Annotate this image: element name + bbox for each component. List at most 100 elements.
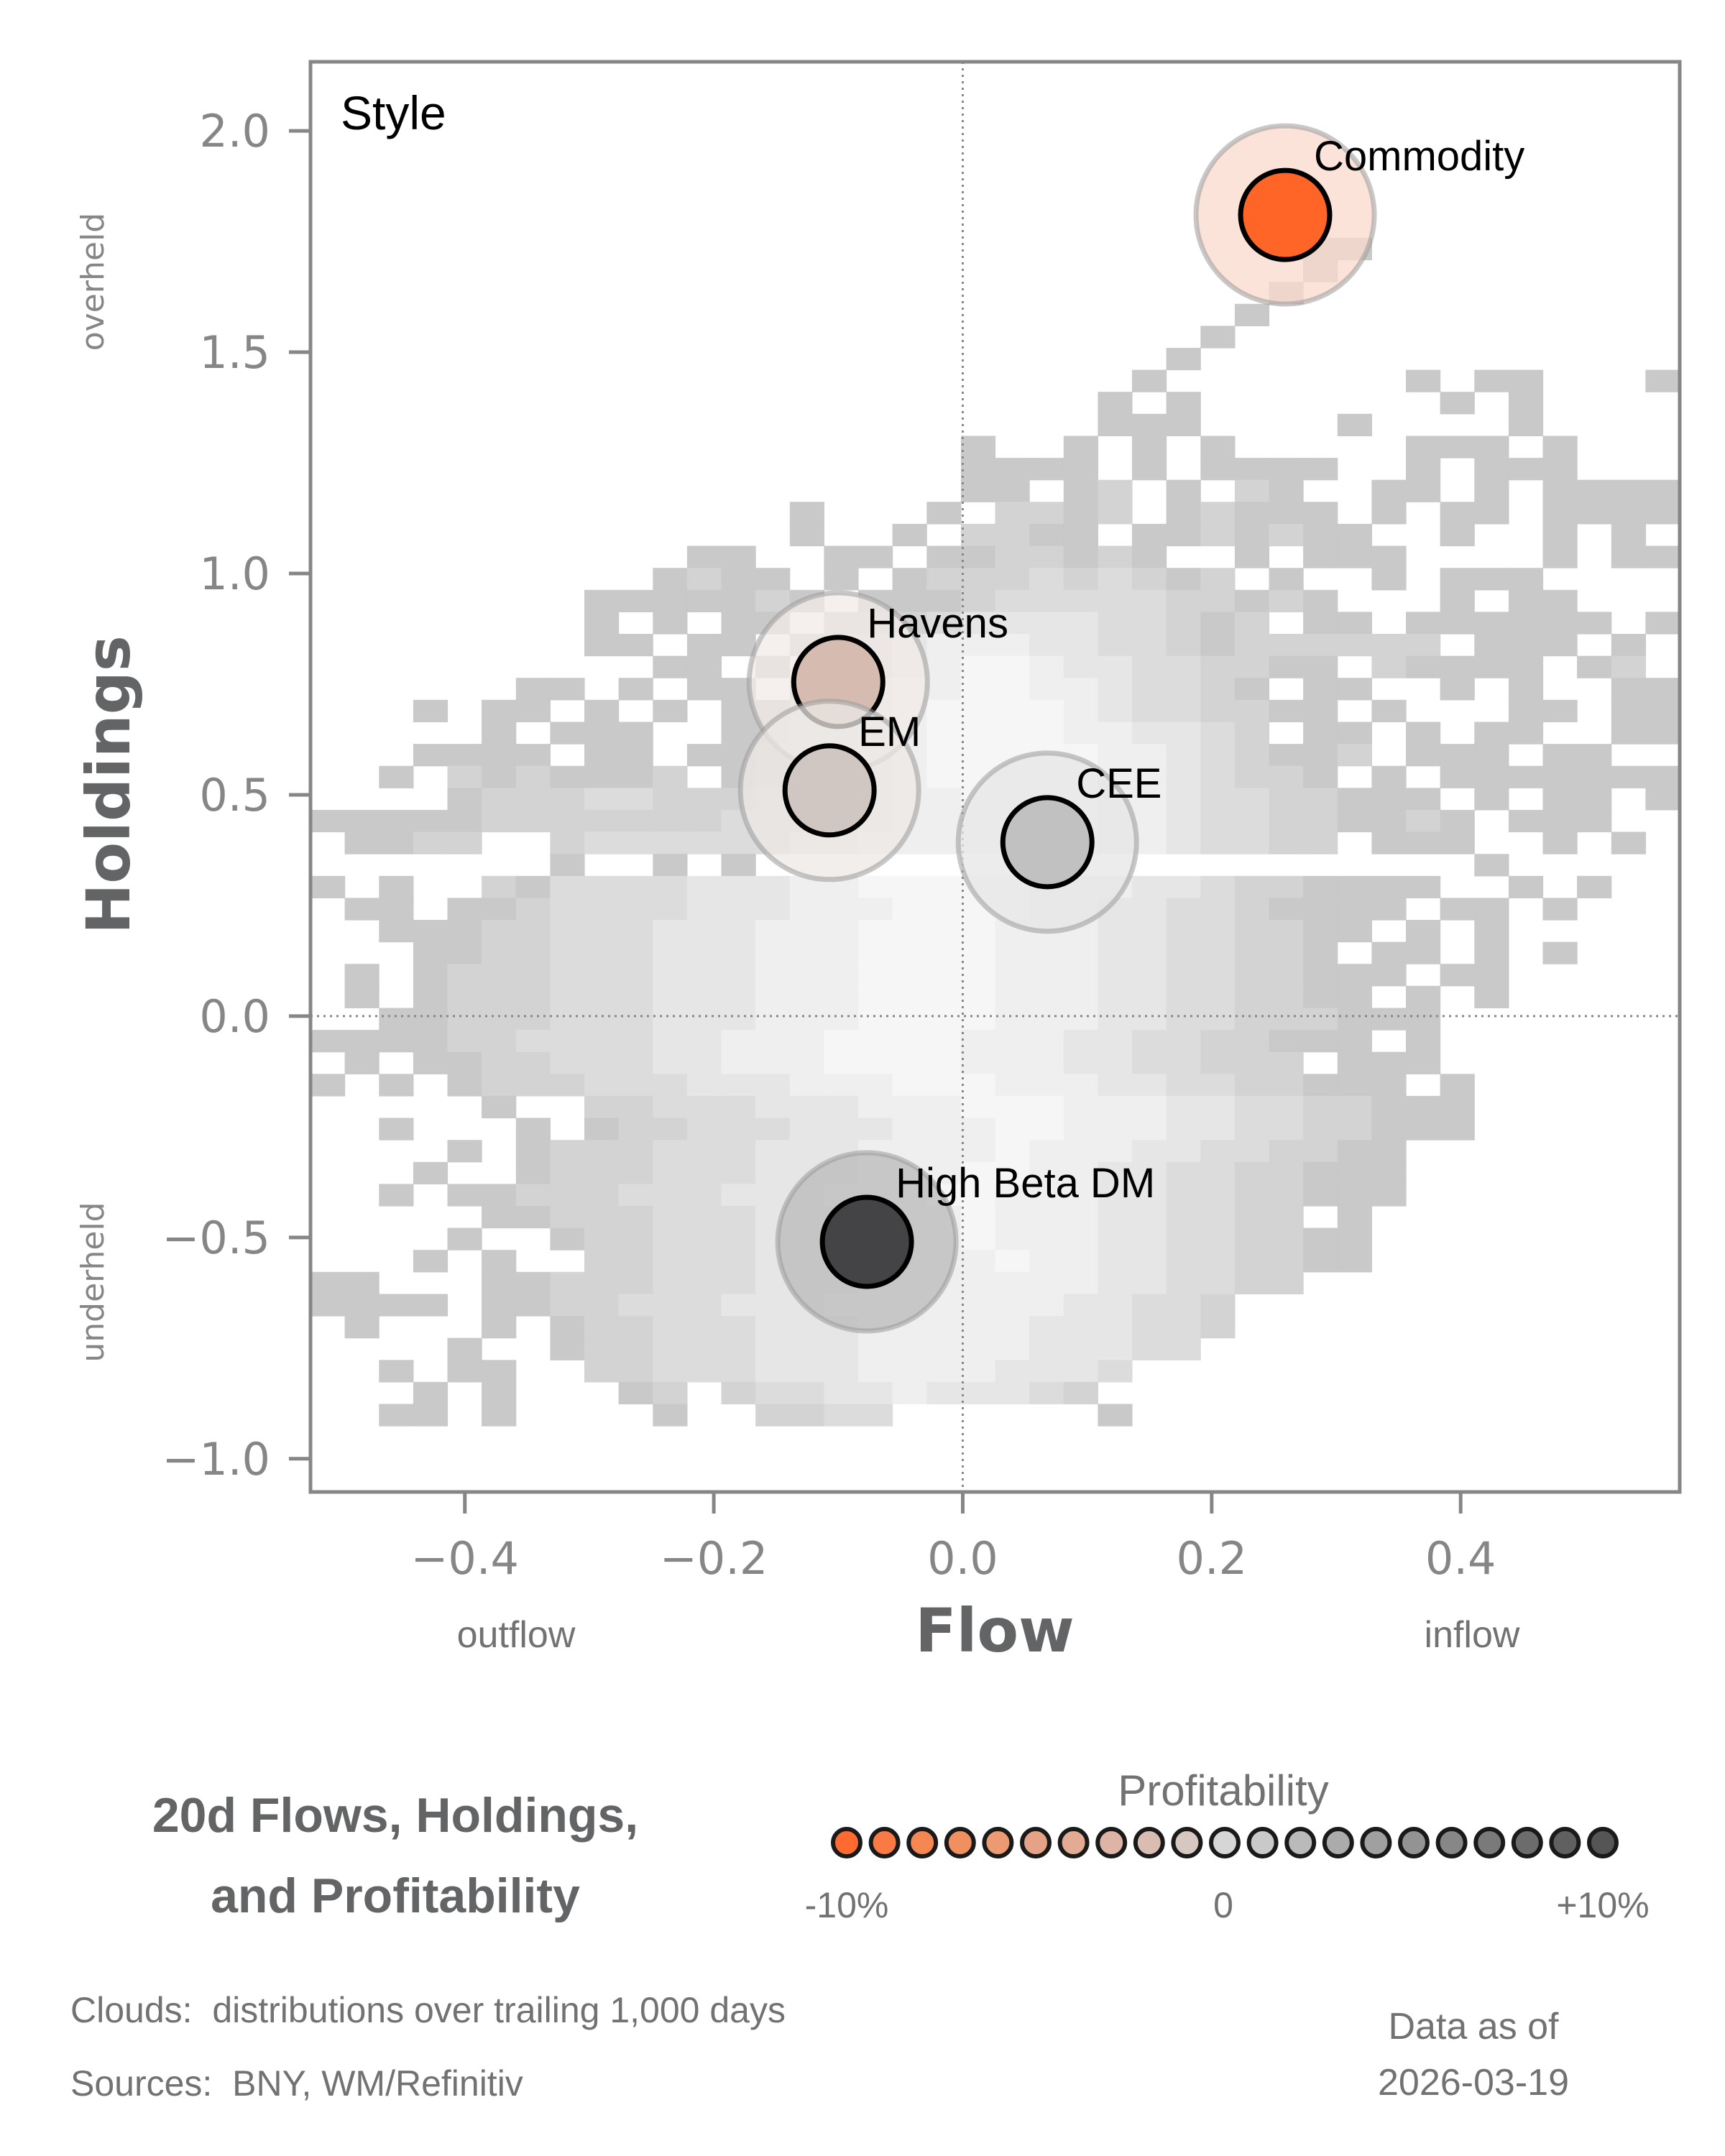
cloud-cell bbox=[379, 1184, 414, 1207]
cloud-cell bbox=[584, 765, 620, 788]
cloud-cell bbox=[1406, 744, 1441, 767]
cloud-cell bbox=[1166, 1161, 1201, 1184]
cloud-cell bbox=[995, 1381, 1030, 1405]
cloud-cell bbox=[960, 568, 996, 591]
cloud-cell bbox=[824, 1051, 859, 1074]
cloud-cell bbox=[995, 941, 1030, 964]
cloud-cell bbox=[721, 1206, 756, 1229]
cloud-cell bbox=[892, 1095, 927, 1119]
cloud-cell bbox=[1132, 920, 1167, 943]
cloud-cell bbox=[721, 1051, 756, 1074]
cloud-cell bbox=[960, 1008, 996, 1031]
cloud-cell bbox=[858, 1118, 893, 1141]
cloud-cell bbox=[995, 678, 1030, 701]
cloud-cell bbox=[1132, 1271, 1167, 1294]
cloud-cell bbox=[960, 436, 996, 459]
cloud-cell bbox=[1234, 1095, 1270, 1119]
cloud-cell bbox=[926, 634, 962, 657]
panel-label: Style bbox=[341, 86, 446, 139]
cloud-cell bbox=[1269, 1095, 1304, 1119]
cloud-cell bbox=[1200, 699, 1236, 722]
cloud-cell bbox=[413, 1051, 448, 1074]
cloud-cell bbox=[960, 678, 996, 701]
cloud-cell bbox=[926, 568, 962, 591]
cloud-cell bbox=[550, 831, 585, 854]
cloud-cell bbox=[1132, 964, 1167, 987]
cloud-cell bbox=[1132, 458, 1167, 481]
cloud-cell bbox=[1166, 413, 1201, 436]
cloud-cell bbox=[618, 765, 653, 788]
cloud-cell bbox=[653, 1074, 688, 1097]
cloud-cell bbox=[1406, 941, 1441, 964]
cloud-cell bbox=[1645, 765, 1680, 788]
cloud-cell bbox=[1406, 1118, 1441, 1141]
cloud-cell bbox=[1200, 788, 1236, 811]
cloud-cell bbox=[686, 809, 722, 833]
marker-dot bbox=[1238, 167, 1333, 262]
cloud-cell bbox=[584, 920, 620, 943]
legend-min-label: -10% bbox=[805, 1885, 889, 1925]
cloud-cell bbox=[1200, 502, 1236, 525]
y-tick-label: 0.5 bbox=[199, 769, 270, 821]
marker-label: EM bbox=[858, 709, 921, 755]
cloud-cell bbox=[1166, 523, 1201, 547]
cloud-cell bbox=[824, 1008, 859, 1031]
cloud-cell bbox=[482, 744, 517, 767]
cloud-cell bbox=[1098, 1404, 1133, 1427]
cloud-cell bbox=[1098, 1294, 1133, 1317]
cloud-cell bbox=[618, 1051, 653, 1074]
cloud-cell bbox=[1440, 612, 1475, 635]
cloud-cell bbox=[515, 1140, 551, 1163]
cloud-cell bbox=[1269, 502, 1304, 525]
cloud-cell bbox=[584, 1051, 620, 1074]
cloud-cell bbox=[1132, 1008, 1167, 1031]
cloud-cell bbox=[1063, 436, 1098, 459]
cloud-cell bbox=[1611, 523, 1646, 547]
cloud-cell bbox=[1269, 920, 1304, 943]
cloud-cell bbox=[1406, 920, 1441, 943]
cloud-cell bbox=[1542, 523, 1578, 547]
cloud-cell bbox=[1303, 502, 1338, 525]
cloud-cell bbox=[1166, 568, 1201, 591]
cloud-cell bbox=[550, 964, 585, 987]
cloud-cell bbox=[1645, 722, 1680, 745]
cloud-cell bbox=[584, 1316, 620, 1339]
cloud-cell bbox=[1166, 875, 1201, 898]
cloud-cell bbox=[1269, 589, 1304, 612]
cloud-cell bbox=[892, 1008, 927, 1031]
cloud-cell bbox=[1269, 1161, 1304, 1184]
cloud-cell bbox=[1098, 1074, 1133, 1097]
cloud-cell bbox=[1577, 502, 1612, 525]
cloud-cell bbox=[1234, 589, 1270, 612]
cloud-cell bbox=[721, 1250, 756, 1273]
cloud-cell bbox=[1474, 788, 1509, 811]
cloud-cell bbox=[1542, 612, 1578, 635]
cloud-cell bbox=[1542, 699, 1578, 722]
cloud-cell bbox=[550, 678, 585, 701]
cloud-cell bbox=[515, 898, 551, 921]
cloud-cell bbox=[960, 1381, 996, 1405]
cloud-cell bbox=[1132, 1140, 1167, 1163]
cloud-cell bbox=[1166, 831, 1201, 854]
cloud-cell bbox=[926, 1381, 962, 1405]
cloud-cell bbox=[1166, 699, 1201, 722]
cloud-cell bbox=[1269, 744, 1304, 767]
cloud-cell bbox=[1098, 1051, 1133, 1074]
cloud-cell bbox=[1166, 1118, 1201, 1141]
cloud-cell bbox=[686, 1140, 722, 1163]
cloud-cell bbox=[1474, 612, 1509, 635]
cloud-cell bbox=[1029, 1360, 1064, 1383]
cloud-cell bbox=[1269, 568, 1304, 591]
cloud-cell bbox=[1200, 1030, 1236, 1053]
cloud-cell bbox=[1371, 655, 1407, 678]
cloud-cell bbox=[1166, 1316, 1201, 1339]
cloud-cell bbox=[1269, 985, 1304, 1008]
cloud-cell bbox=[824, 985, 859, 1008]
cloud-cell bbox=[1200, 1074, 1236, 1097]
data-as-of-date: 2026-03-19 bbox=[1378, 2062, 1569, 2104]
cloud-cell bbox=[1269, 699, 1304, 722]
cloud-cell bbox=[755, 1316, 791, 1339]
cloud-cell bbox=[686, 1294, 722, 1317]
cloud-cell bbox=[1542, 765, 1578, 788]
cloud-cell bbox=[1063, 1095, 1098, 1119]
